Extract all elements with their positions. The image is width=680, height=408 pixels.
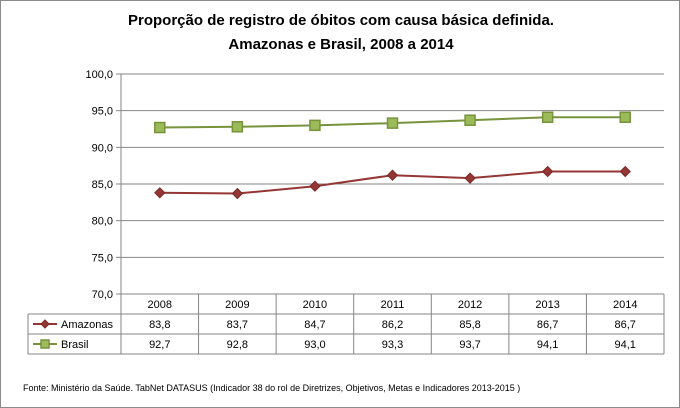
source-note: Fonte: Ministério da Saúde. TabNet DATAS… bbox=[23, 383, 520, 393]
data-cell: 85,8 bbox=[459, 319, 480, 331]
x-category-label: 2009 bbox=[225, 299, 249, 311]
x-category-label: 2010 bbox=[303, 299, 327, 311]
legend-label: Brasil bbox=[61, 339, 89, 351]
data-cell: 83,7 bbox=[227, 319, 248, 331]
brasil-marker bbox=[464, 114, 476, 126]
y-tick-label: 85,0 bbox=[92, 179, 113, 191]
amazonas-marker bbox=[154, 187, 166, 199]
amazonas-marker bbox=[40, 319, 50, 329]
data-cell: 86,2 bbox=[382, 319, 403, 331]
y-tick-label: 80,0 bbox=[92, 216, 113, 228]
y-tick-label: 75,0 bbox=[92, 252, 113, 264]
y-tick-label: 70,0 bbox=[92, 289, 113, 301]
brasil-marker bbox=[309, 119, 321, 132]
chart-title-line-1: Proporção de registro de óbitos com caus… bbox=[128, 12, 554, 29]
brasil-marker bbox=[386, 117, 399, 129]
data-cell: 86,7 bbox=[615, 319, 636, 331]
data-cell: 83,8 bbox=[149, 319, 170, 331]
y-tick-label: 95,0 bbox=[92, 106, 113, 118]
data-cell: 92,8 bbox=[227, 339, 248, 351]
amazonas-marker bbox=[309, 180, 321, 192]
amazonas-marker bbox=[231, 187, 244, 200]
data-cell: 94,1 bbox=[537, 339, 558, 351]
x-category-label: 2012 bbox=[458, 299, 482, 311]
data-cell: 93,0 bbox=[304, 339, 325, 351]
y-tick-label: 90,0 bbox=[92, 142, 113, 154]
data-cell: 94,1 bbox=[615, 339, 636, 351]
x-category-label: 2008 bbox=[148, 299, 172, 311]
amazonas-marker bbox=[464, 172, 476, 184]
data-cell: 86,7 bbox=[537, 319, 558, 331]
chart-title-line-2: Amazonas e Brasil, 2008 a 2014 bbox=[228, 36, 454, 53]
brasil-marker bbox=[231, 121, 244, 133]
amazonas-marker bbox=[619, 165, 631, 178]
data-cell: 84,7 bbox=[304, 319, 325, 331]
brasil-marker bbox=[541, 111, 554, 124]
legend-label: Amazonas bbox=[61, 319, 113, 331]
x-category-label: 2011 bbox=[381, 299, 405, 311]
x-category-label: 2013 bbox=[535, 299, 559, 311]
data-cell: 93,7 bbox=[459, 339, 480, 351]
data-cell: 93,3 bbox=[382, 339, 403, 351]
brasil-marker bbox=[40, 339, 50, 349]
y-tick-label: 100,0 bbox=[85, 69, 113, 81]
brasil-marker bbox=[154, 121, 166, 134]
amazonas-marker bbox=[541, 165, 554, 178]
amazonas-marker bbox=[386, 169, 399, 181]
brasil-marker bbox=[619, 111, 631, 124]
data-cell: 92,7 bbox=[149, 339, 170, 351]
x-category-label: 2014 bbox=[613, 299, 637, 311]
